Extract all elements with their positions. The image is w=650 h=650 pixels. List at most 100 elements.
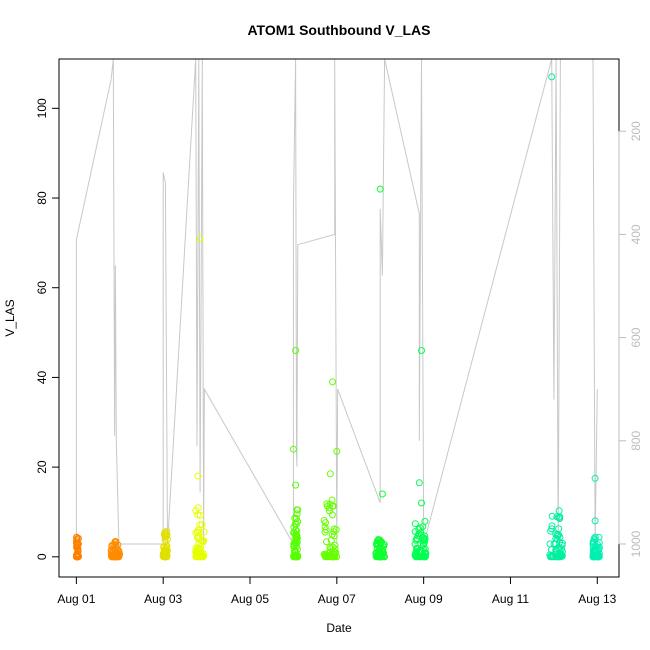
x-tick-label: Aug 13 <box>578 592 616 606</box>
data-point <box>590 538 598 546</box>
data-point <box>418 347 425 354</box>
data-point <box>411 528 419 536</box>
data-point <box>412 536 420 544</box>
data-point <box>547 527 555 535</box>
data-point <box>321 523 329 531</box>
data-point <box>161 531 168 539</box>
data-point <box>376 185 384 193</box>
x-tick-label: Aug 09 <box>405 592 443 606</box>
data-point <box>194 472 202 480</box>
data-point <box>200 528 208 536</box>
data-point <box>326 470 334 478</box>
data-point <box>320 517 328 524</box>
data-point <box>198 521 206 528</box>
data-point <box>415 525 423 533</box>
y-axis: 0 20 40 60 80 100 <box>35 98 60 560</box>
data-point <box>111 553 118 561</box>
y2-tick-label: 400 <box>629 224 643 244</box>
data-point <box>293 534 301 542</box>
data-point <box>374 539 382 547</box>
data-point <box>592 542 600 550</box>
data-point <box>196 521 204 529</box>
data-point <box>555 553 563 561</box>
data-point <box>162 544 170 552</box>
x-tick-label: Aug 07 <box>318 592 356 606</box>
data-point <box>196 234 204 242</box>
data-point <box>548 73 556 81</box>
x-tick-label: Aug 01 <box>57 592 95 606</box>
y2-tick-label: 1000 <box>629 530 643 557</box>
data-point <box>194 504 202 512</box>
data-point <box>74 546 82 554</box>
data-point <box>194 548 202 556</box>
data-point <box>329 543 337 551</box>
data-point <box>292 481 300 489</box>
data-point <box>329 502 337 510</box>
x-axis-title: Date <box>326 621 352 635</box>
x-axis: Aug 01 Aug 03 Aug 05 Aug 07 Aug 09 Aug 11 Aug … <box>57 576 617 606</box>
y-tick-label: 0 <box>35 553 49 560</box>
data-point <box>591 517 599 525</box>
y2-tick-label: 800 <box>629 430 643 450</box>
data-point <box>372 549 380 557</box>
data-point <box>197 553 205 561</box>
data-point <box>160 552 168 560</box>
data-point <box>421 552 429 560</box>
y-axis-title: V_LAS <box>3 299 17 336</box>
data-point <box>331 545 339 553</box>
x-tick-label: Aug 05 <box>231 592 269 606</box>
y2-axis: 200 400 600 800 1000 <box>618 121 643 557</box>
data-point <box>111 538 119 546</box>
data-point <box>290 540 298 548</box>
data-point <box>333 553 340 560</box>
data-point <box>421 517 429 525</box>
data-point <box>553 513 561 521</box>
data-point <box>546 540 554 548</box>
data-point <box>291 520 299 528</box>
data-point <box>381 553 388 561</box>
data-point <box>379 548 387 556</box>
data-point <box>108 546 116 554</box>
data-point <box>331 541 339 549</box>
data-point <box>294 506 302 514</box>
y-tick-label: 40 <box>35 370 49 384</box>
data-point <box>548 512 556 520</box>
y-tick-label: 60 <box>35 281 49 295</box>
data-point <box>374 537 381 545</box>
data-point <box>379 545 387 553</box>
data-point <box>550 540 558 548</box>
data-point <box>333 447 341 455</box>
data-point <box>115 553 123 561</box>
data-point <box>330 528 338 536</box>
data-point <box>163 532 170 540</box>
data-point <box>415 530 423 538</box>
x-tick-label: Aug 11 <box>492 592 529 606</box>
data-point <box>194 511 202 519</box>
data-point <box>192 544 200 552</box>
data-point <box>419 534 427 542</box>
data-point <box>555 507 563 515</box>
y-tick-label: 80 <box>35 191 49 205</box>
data-point <box>193 547 200 555</box>
y-tick-label: 100 <box>35 98 49 118</box>
data-point <box>194 534 202 542</box>
data-point <box>323 538 330 546</box>
plot-frame <box>58 58 620 578</box>
data-point <box>591 533 599 541</box>
data-point <box>325 504 333 512</box>
secondary-series <box>75 58 598 546</box>
data-point <box>293 553 301 561</box>
data-point <box>589 553 597 561</box>
data-point <box>415 479 423 487</box>
data-point <box>330 532 338 540</box>
data-point <box>289 445 297 453</box>
data-point <box>198 536 206 544</box>
data-point <box>326 551 334 559</box>
scatter-points <box>72 73 603 561</box>
x-tick-label: Aug 03 <box>144 592 182 606</box>
data-point <box>554 532 562 540</box>
secondary-series-line <box>75 58 598 546</box>
data-point <box>74 541 81 549</box>
y-tick-label: 20 <box>35 460 49 474</box>
data-point <box>321 551 329 559</box>
